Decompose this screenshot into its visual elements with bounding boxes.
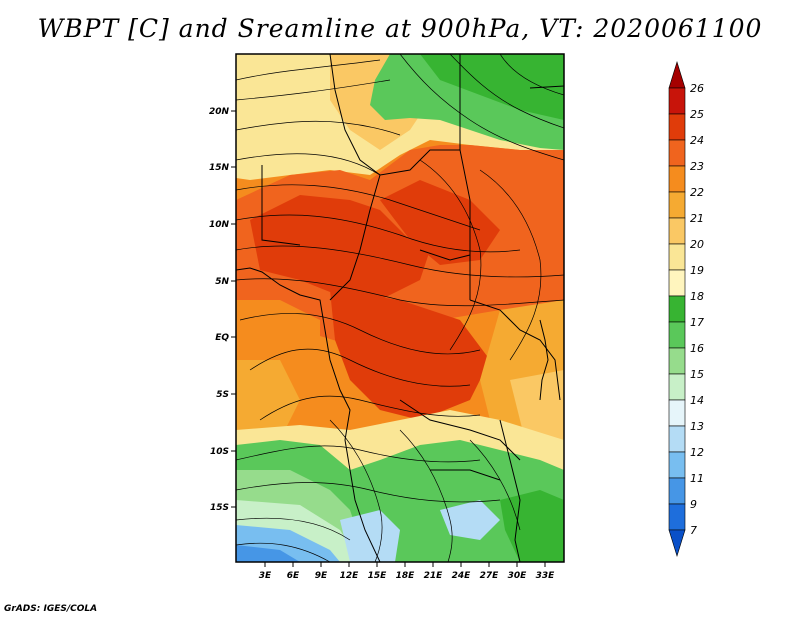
colorbar-swatch	[668, 425, 686, 453]
colorbar-label: 20	[690, 238, 704, 251]
lon-label: 9E	[315, 571, 328, 581]
colorbar-label: 22	[690, 186, 704, 199]
lat-label: 15S	[210, 503, 229, 513]
country-borders	[236, 54, 564, 562]
map-frame	[235, 53, 565, 563]
colorbar-swatch	[668, 347, 686, 375]
lon-label: 12E	[340, 571, 360, 581]
colorbar-swatch	[668, 139, 686, 167]
colorbar-swatch	[668, 87, 686, 115]
lat-label: EQ	[215, 333, 229, 343]
colorbar-label: 15	[690, 368, 704, 381]
lon-label: 33E	[536, 571, 556, 581]
longitude-axis: 3E 6E 9E 12E 15E 18E 21E 24E 27E 30E 33E	[259, 562, 555, 581]
lat-label: 15N	[209, 163, 230, 173]
colorbar-label: 13	[690, 420, 704, 433]
wbpt-field	[236, 54, 564, 562]
colorbar-swatch	[668, 503, 686, 531]
colorbar-swatch	[668, 477, 686, 505]
map-title: WBPT [C] and Sreamline at 900hPa, VT: 20…	[37, 14, 763, 43]
colorbar-swatch	[668, 165, 686, 193]
lon-label: 6E	[287, 571, 300, 581]
colorbar-label: 26	[690, 82, 704, 95]
colorbar-label: 14	[690, 394, 704, 407]
lon-label: 24E	[452, 571, 472, 581]
colorbar-swatch	[668, 451, 686, 479]
colorbar-swatch	[668, 295, 686, 323]
colorbar-swatch	[668, 321, 686, 349]
colorbar-swatch	[668, 529, 686, 558]
colorbar-label: 19	[690, 264, 704, 277]
colorbar-swatch	[668, 243, 686, 271]
lat-label: 5S	[216, 390, 229, 400]
lon-label: 30E	[508, 571, 528, 581]
grads-credit: GrADS: IGES/COLA	[4, 604, 98, 614]
lat-label: 20N	[209, 107, 230, 117]
colorbar-legend: 26 25 24 23 22 21 20 19 18 17 16 15 14 13 12 11 9 7	[668, 60, 704, 558]
colorbar-swatch	[668, 399, 686, 427]
streamlines	[236, 54, 564, 562]
colorbar-swatch	[668, 60, 686, 89]
colorbar-swatch	[668, 269, 686, 297]
colorbar-label: 21	[690, 212, 704, 225]
colorbar-label: 7	[690, 524, 697, 537]
lon-label: 18E	[396, 571, 416, 581]
colorbar-label: 17	[690, 316, 704, 329]
lat-label: 5N	[215, 277, 229, 287]
colorbar-swatch	[668, 217, 686, 245]
colorbar-swatch	[668, 113, 686, 141]
lat-label: 10N	[209, 220, 230, 230]
colorbar-label: 23	[690, 160, 704, 173]
lat-label: 10S	[210, 447, 229, 457]
colorbar-label: 25	[690, 108, 704, 121]
colorbar-label: 16	[690, 342, 704, 355]
latitude-axis: 20N 15N 10N 5N EQ 5S 10S 15S	[209, 107, 236, 513]
colorbar-label: 12	[690, 446, 704, 459]
colorbar-swatch	[668, 373, 686, 401]
colorbar-label: 9	[690, 498, 697, 511]
colorbar-label: 18	[690, 290, 704, 303]
colorbar-label: 11	[690, 472, 704, 485]
colorbar-label: 24	[690, 134, 704, 147]
lon-label: 21E	[424, 571, 444, 581]
colorbar-swatch	[668, 191, 686, 219]
lon-label: 27E	[480, 571, 500, 581]
lon-label: 3E	[259, 571, 272, 581]
lon-label: 15E	[368, 571, 388, 581]
